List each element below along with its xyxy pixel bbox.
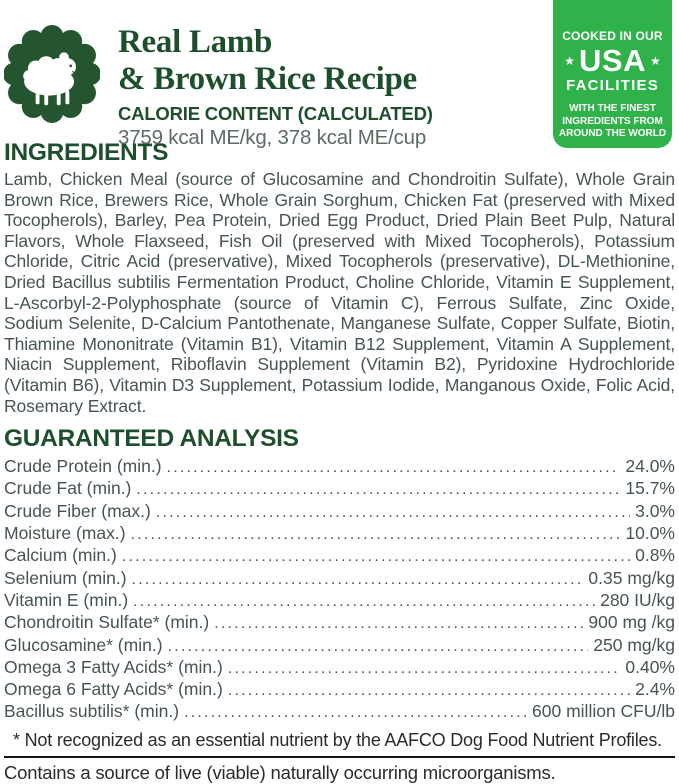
label-header: Real Lamb & Brown Rice Recipe CALORIE CO… — [0, 0, 679, 149]
dot-leader — [214, 612, 583, 634]
star-icon: ★ — [564, 53, 576, 68]
analysis-row: Crude Fiber (max.) 3.0% — [4, 501, 675, 523]
nutrient-value: 600 million CFU/lb — [532, 701, 675, 722]
nutrient-label: Selenium (min.) — [4, 567, 127, 588]
microorganisms-disclaimer: Contains a source of live (viable) natur… — [4, 761, 556, 783]
ingredients-heading: INGREDIENTS — [4, 139, 169, 166]
analysis-row: Bacillus subtilis* (min.) 600 million CF… — [4, 701, 675, 723]
ingredients-list: Lamb, Chicken Meal (source of Glucosamin… — [4, 169, 675, 416]
nutrient-label: Omega 3 Fatty Acids* (min.) — [4, 656, 223, 677]
analysis-row: Crude Protein (min.) 24.0% — [4, 456, 675, 478]
dot-leader — [131, 523, 621, 545]
usa-badge-usa-text: USA — [579, 43, 646, 78]
nutrient-value: 250 mg/kg — [593, 634, 675, 655]
nutrient-value: 900 mg /kg — [588, 612, 675, 633]
star-icon: ★ — [649, 53, 661, 68]
analysis-row: Crude Fat (min.) 15.7% — [4, 478, 675, 500]
usa-badge-facilities-text: FACILITIES — [566, 77, 659, 94]
nutrient-label: Vitamin E (min.) — [4, 589, 129, 610]
dot-leader — [184, 701, 527, 723]
nutrient-value: 0.8% — [635, 545, 675, 566]
analysis-row: Glucosamine* (min.) 250 mg/kg — [4, 635, 675, 657]
dot-leader — [228, 657, 621, 679]
aafco-footnote: * Not recognized as an essential nutrien… — [13, 729, 662, 750]
nutrient-label: Crude Fat (min.) — [4, 478, 132, 499]
nutrient-value: 3.0% — [635, 500, 675, 521]
dot-leader — [167, 456, 621, 478]
dot-leader — [133, 590, 595, 612]
nutrient-value: 0.35 mg/kg — [588, 567, 675, 588]
dot-leader — [132, 568, 584, 590]
calorie-content-heading: CALORIE CONTENT (CALCULATED) — [118, 103, 433, 124]
guaranteed-analysis-heading: GUARANTEED ANALYSIS — [4, 425, 299, 453]
analysis-row: Selenium (min.) 0.35 mg/kg — [4, 568, 675, 590]
dot-leader — [228, 679, 630, 701]
analysis-row: Omega 3 Fatty Acids* (min.) 0.40% — [4, 657, 675, 679]
usa-facilities-badge: COOKED IN OUR ★ USA ★ FACILITIES WITH TH… — [553, 0, 672, 148]
label-body: INGREDIENTS Lamb, Chicken Meal (source o… — [0, 139, 679, 784]
product-title-line2: & Brown Rice Recipe — [118, 61, 417, 97]
analysis-row: Moisture (max.) 10.0% — [4, 523, 675, 545]
dot-leader — [136, 478, 620, 500]
divider-rule — [4, 755, 675, 758]
nutrient-label: Crude Protein (min.) — [4, 456, 162, 477]
dot-leader — [168, 635, 589, 657]
product-title-line1: Real Lamb — [118, 24, 273, 60]
nutrient-label: Moisture (max.) — [4, 523, 126, 544]
nutrient-label: Crude Fiber (max.) — [4, 500, 151, 521]
usa-badge-usa-row: ★ USA ★ — [553, 44, 672, 77]
dot-leader — [156, 501, 630, 523]
nutrient-label: Bacillus subtilis* (min.) — [4, 701, 180, 722]
nutrient-value: 15.7% — [625, 478, 675, 499]
dot-leader — [122, 545, 630, 567]
nutrient-value: 2.4% — [635, 679, 675, 700]
product-title-block: Real Lamb & Brown Rice Recipe CALORIE CO… — [118, 24, 548, 150]
usa-badge-top-line: COOKED IN OUR — [562, 29, 663, 43]
nutrient-label: Chondroitin Sulfate* (min.) — [4, 612, 210, 633]
nutrient-label: Glucosamine* (min.) — [4, 634, 163, 655]
calorie-content-values: 3759 kcal ME/kg, 378 kcal ME/cup — [118, 126, 427, 149]
nutrient-value: 280 IU/kg — [600, 589, 675, 610]
nutrient-value: 24.0% — [625, 456, 675, 477]
analysis-row: Calcium (min.) 0.8% — [4, 545, 675, 567]
nutrient-value: 10.0% — [625, 523, 675, 544]
nutrient-label: Calcium (min.) — [4, 545, 117, 566]
nutrient-value: 0.40% — [625, 656, 675, 677]
nutrient-label: Omega 6 Fatty Acids* (min.) — [4, 679, 223, 700]
analysis-row: Chondroitin Sulfate* (min.) 900 mg /kg — [4, 612, 675, 634]
usa-badge-tagline: WITH THE FINEST INGREDIENTS FROM AROUND … — [558, 103, 667, 139]
analysis-row: Vitamin E (min.) 280 IU/kg — [4, 590, 675, 612]
analysis-row: Omega 6 Fatty Acids* (min.) 2.4% — [4, 679, 675, 701]
guaranteed-analysis-table: Crude Protein (min.) 24.0% Crude Fat (mi… — [4, 456, 675, 724]
sheep-icon — [3, 22, 101, 126]
